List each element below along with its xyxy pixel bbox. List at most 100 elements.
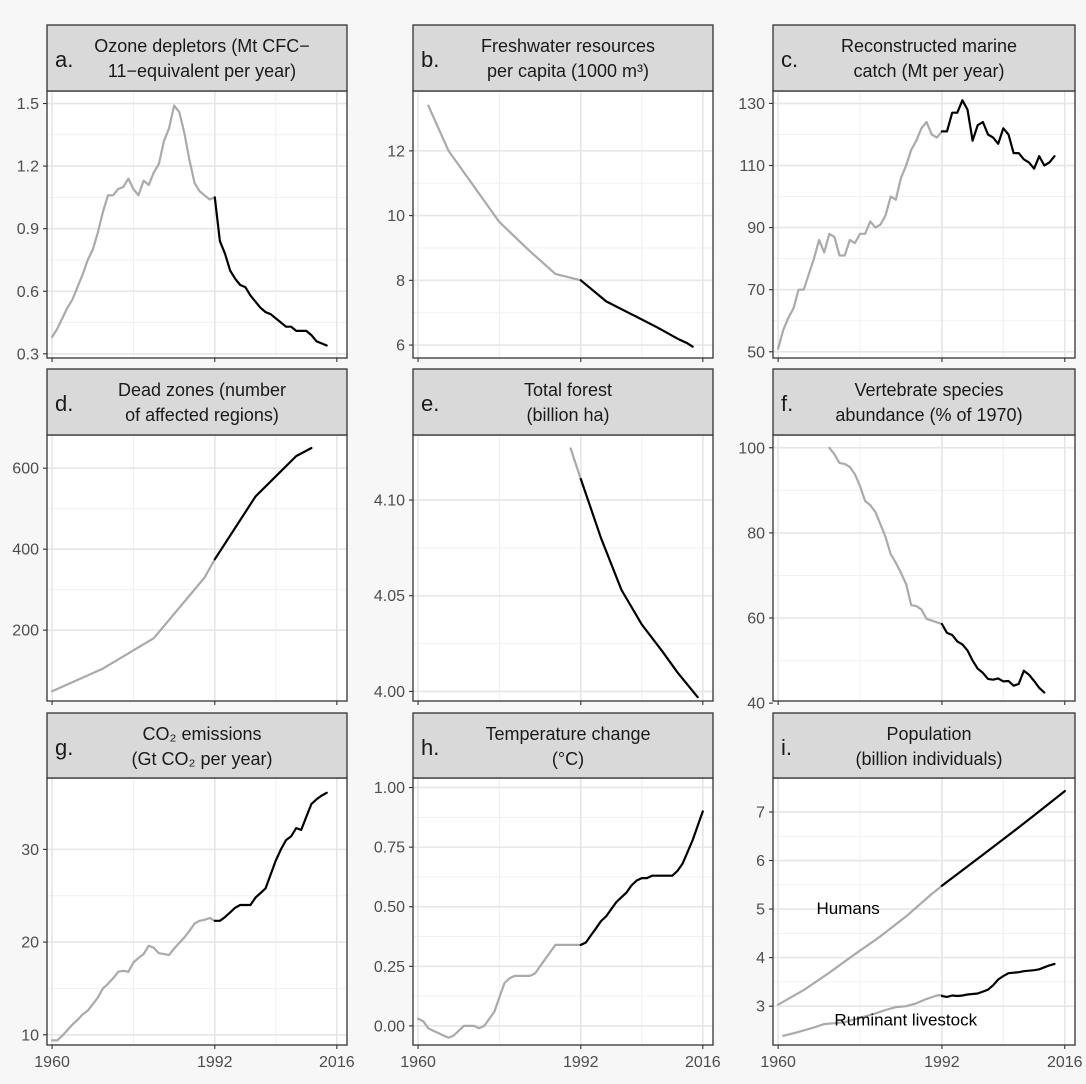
x-tick-label: 1960	[760, 1054, 796, 1071]
y-tick-label: 4.00	[374, 684, 405, 701]
panel-title-line: Temperature change	[485, 724, 650, 744]
panel-b: 6 8 10 12 b. Freshwater resources per capita (…	[387, 24, 714, 362]
x-tick-label: 1992	[563, 1054, 599, 1071]
facet-strip	[412, 712, 714, 779]
x-tick-label: 1992	[197, 1054, 233, 1071]
facet-strip	[46, 368, 348, 436]
panel-background	[47, 435, 347, 701]
y-tick-label: 1.2	[17, 159, 39, 176]
y-tick-label: 50	[747, 344, 765, 361]
panel-title-line: CO₂ emissions	[142, 724, 261, 744]
series-line-0	[50, 916, 216, 1042]
series-line-0	[417, 943, 582, 1039]
y-tick-label: 4.05	[374, 588, 405, 605]
series-line-0	[50, 104, 216, 339]
y-tick-label: 6	[756, 853, 765, 870]
series-line-1	[940, 789, 1066, 887]
y-tick-label: 200	[12, 623, 39, 640]
facet-strip	[772, 368, 1076, 436]
series-line-0	[776, 884, 944, 1006]
y-tick-label: 10	[387, 208, 405, 225]
panel-background	[773, 435, 1075, 701]
panel-title-line: of affected regions)	[125, 405, 279, 425]
panel-background	[47, 91, 347, 358]
x-tick-label: 2016	[1047, 1054, 1083, 1071]
y-tick-label: 100	[738, 440, 765, 457]
series-line-1	[579, 477, 699, 699]
panel-title-line: 11−equivalent per year)	[108, 61, 296, 81]
y-tick-label: 7	[756, 804, 765, 821]
y-tick-label: 30	[21, 842, 39, 859]
y-tick-label: 400	[12, 542, 39, 559]
series-line-0	[776, 120, 944, 350]
panel-e: 4.00 4.05 4.10 e. Total forest (billion ha)	[374, 368, 714, 705]
panel-g: 10 20 30 1960 1992 2016 g. CO₂ emissions (Gt CO₂…	[21, 712, 355, 1071]
y-tick-label: 0.6	[17, 284, 39, 301]
y-tick-label: 0.50	[374, 899, 405, 916]
y-tick-label: 20	[21, 935, 39, 952]
panel-letter: d.	[55, 391, 73, 416]
panel-letter: a.	[55, 47, 73, 72]
y-tick-label: 80	[747, 525, 765, 542]
panel-title-line: catch (Mt per year)	[853, 61, 1004, 81]
y-tick-label: 10	[21, 1027, 39, 1044]
panel-h: 0.00 0.25 0.50 0.75 1.00 1960 1992 2016 h. Temper…	[374, 712, 721, 1071]
y-tick-label: 4	[756, 950, 765, 967]
y-tick-label: 130	[738, 96, 765, 113]
panel-title-line: Population	[886, 724, 971, 744]
y-tick-label: 0.9	[17, 221, 39, 238]
panel-background	[773, 91, 1075, 358]
series-line-1	[579, 279, 694, 348]
panel-letter: g.	[55, 735, 73, 760]
annotation-label: Humans	[817, 899, 880, 918]
panel-i: Humans Ruminant livestock 3 4 5 6 7 1960 1992 201…	[756, 712, 1083, 1071]
y-tick-label: 5	[756, 902, 765, 919]
panel-f: 40 60 80 100 f. Vertebrate species abundance (…	[738, 368, 1076, 713]
panel-title-line: (°C)	[552, 749, 584, 769]
panel-letter: b.	[421, 47, 439, 72]
series-line-1	[213, 446, 313, 561]
y-tick-label: 4.10	[374, 493, 405, 510]
panel-letter: h.	[421, 735, 439, 760]
y-tick-label: 3	[756, 999, 765, 1016]
series-line-0	[828, 446, 944, 626]
panel-title-line: (billion ha)	[526, 405, 609, 425]
series-line-1	[940, 622, 1046, 694]
panel-title-line: (Gt CO₂ per year)	[131, 749, 272, 769]
x-tick-label: 1960	[34, 1054, 70, 1071]
series-line-0	[427, 104, 582, 282]
facet-strip	[46, 712, 348, 779]
panel-title-line: Freshwater resources	[481, 36, 655, 56]
facet-strip	[46, 24, 348, 92]
series-line-1	[213, 196, 328, 347]
panel-letter: e.	[421, 391, 439, 416]
series-line-1	[213, 791, 328, 922]
x-tick-label: 1960	[400, 1054, 436, 1071]
y-tick-label: 110	[739, 158, 765, 175]
y-tick-label: 8	[396, 273, 405, 290]
series-line-0	[569, 447, 582, 481]
x-tick-label: 2016	[319, 1054, 355, 1071]
panel-title-line: Dead zones (number	[118, 380, 286, 400]
panel-title-line: abundance (% of 1970)	[835, 405, 1022, 425]
series-line-1	[579, 810, 704, 947]
y-tick-label: 90	[747, 220, 765, 237]
x-tick-label: 1992	[924, 1054, 960, 1071]
y-tick-label: 1.5	[17, 96, 39, 113]
series-line-2	[782, 993, 944, 1037]
panel-a: 0.3 0.6 0.9 1.2 1.5 a. Ozone depletors (Mt CFC…	[17, 24, 348, 363]
panel-c: 50 70 90 110 130 c. Reconstructed marine catch …	[738, 24, 1076, 362]
panel-letter: f.	[781, 391, 793, 416]
y-tick-label: 6	[396, 338, 405, 355]
y-tick-label: 0.25	[374, 959, 405, 976]
panel-title-line: Ozone depletors (Mt CFC−	[94, 36, 310, 56]
panel-title-line: per capita (1000 m³)	[487, 61, 649, 81]
series-line-1	[940, 99, 1056, 170]
panel-background	[413, 778, 713, 1045]
y-tick-label: 1.00	[374, 780, 405, 797]
panel-letter: i.	[781, 735, 792, 760]
panel-title-line: Reconstructed marine	[841, 36, 1017, 56]
y-tick-label: 40	[747, 696, 765, 713]
y-tick-label: 70	[747, 282, 765, 299]
